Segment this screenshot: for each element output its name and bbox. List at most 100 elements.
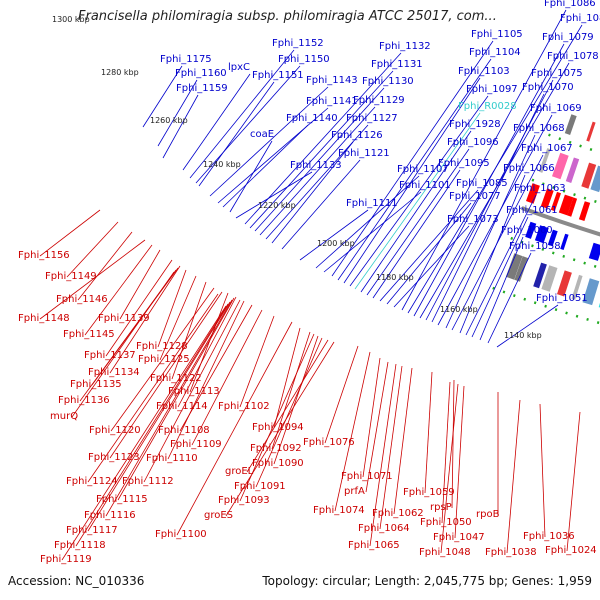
leader-line xyxy=(195,65,301,184)
leader-line xyxy=(225,341,335,517)
gene-label: Fphi_1120 xyxy=(89,425,141,436)
gene-label: Fphi_1118 xyxy=(54,540,106,551)
gene-label: Fphi_1126 xyxy=(331,130,383,141)
leader-line xyxy=(393,367,413,515)
cog-block-outer xyxy=(557,270,572,297)
gene-label: Fphi_1096 xyxy=(447,137,499,148)
leader-line xyxy=(246,339,329,473)
gene-label: Fphi_1038 xyxy=(485,547,537,558)
leader-line xyxy=(110,287,215,432)
leader-line xyxy=(142,65,183,128)
gene-label: Fphi_1128 xyxy=(136,341,188,352)
leader-line xyxy=(372,169,461,299)
leader-line xyxy=(39,239,146,320)
cog-block-outer xyxy=(514,256,529,282)
leader-line xyxy=(271,331,311,450)
gene-label: Fphi_1062 xyxy=(372,508,424,519)
leader-line xyxy=(255,337,323,488)
leader-line xyxy=(61,305,227,561)
gene-label: Fphi_1069 xyxy=(530,103,582,114)
gene-label: Fphi_1132 xyxy=(379,41,431,52)
gene-label: Fphi_1113 xyxy=(168,386,220,397)
leader-line xyxy=(117,297,235,501)
gene-label: Fphi_R0028 xyxy=(458,101,517,112)
map-title: Francisella philomiragia subsp. philomir… xyxy=(78,9,497,24)
reverse-gene-block xyxy=(567,197,578,217)
gene-label: Fphi_1135 xyxy=(70,379,122,390)
gene-label: Fphi_1065 xyxy=(348,540,400,551)
gene-label: Fphi_1114 xyxy=(156,401,208,412)
leader-line xyxy=(217,107,329,204)
forward-gene-block xyxy=(588,242,600,261)
leader-line xyxy=(171,281,207,380)
cog-block-inner xyxy=(538,148,551,173)
gene-label: Fphi_1115 xyxy=(96,494,148,505)
leader-line xyxy=(271,141,354,244)
reverse-gene-block xyxy=(558,194,574,216)
gene-label: Fphi_1108 xyxy=(158,425,210,436)
scale-tick-label: 1240 kbp xyxy=(203,160,241,169)
gene-label: Fphi_1092 xyxy=(250,443,302,454)
reverse-gene-block xyxy=(550,191,561,212)
gene-label: Fphi_1148 xyxy=(18,313,70,324)
leader-line xyxy=(109,291,223,459)
leader-line xyxy=(440,383,459,554)
leader-line xyxy=(119,249,161,320)
leader-line xyxy=(354,112,481,290)
leader-line xyxy=(539,403,546,538)
leader-line xyxy=(487,252,532,344)
leader-line xyxy=(424,371,433,494)
gene-label: Fphi_1116 xyxy=(84,510,136,521)
leader-line xyxy=(343,77,481,284)
cog-block-outer xyxy=(571,274,583,300)
reverse-gene-block xyxy=(578,201,591,221)
leader-line xyxy=(209,86,329,197)
leader-line xyxy=(254,87,385,232)
leader-line xyxy=(479,236,524,341)
scale-tick-label: 1220 kbp xyxy=(258,201,296,210)
leader-line xyxy=(71,271,175,418)
leader-line xyxy=(334,351,371,512)
gene-label: Fphi_1103 xyxy=(458,66,510,77)
scale-tick-label: 1300 kbp xyxy=(52,15,90,24)
gene-label: Fphi_1063 xyxy=(514,183,566,194)
leader-line xyxy=(281,159,361,250)
gene-label: Fphi_1124 xyxy=(66,476,118,487)
gene-label: Fphi_1151 xyxy=(252,70,304,81)
leader-line xyxy=(273,327,301,429)
leader-line xyxy=(369,363,397,547)
gene-label: Fphi_1121 xyxy=(338,148,390,159)
gene-label: Fphi_1105 xyxy=(471,29,523,40)
gene-label: Fphi_1149 xyxy=(45,271,97,282)
leader-line xyxy=(191,309,263,446)
gene-label: Fphi_1075 xyxy=(531,68,583,79)
gene-label: murQ xyxy=(50,411,78,422)
gene-label: Fphi_1127 xyxy=(346,113,398,124)
leader-line xyxy=(454,385,465,539)
gene-label: Fphi_1110 xyxy=(146,453,198,464)
reverse-gene-block xyxy=(540,188,554,209)
gene-label: Fphi_1107 xyxy=(397,164,449,175)
gene-label: Fphi_1133 xyxy=(290,160,342,171)
leader-line xyxy=(331,40,494,277)
gene-label: Fphi_1100 xyxy=(155,529,207,540)
leader-line xyxy=(366,148,470,296)
gene-label: Fphi_1036 xyxy=(523,531,575,542)
gene-label: Fphi_1066 xyxy=(503,163,555,174)
leader-line xyxy=(182,73,251,171)
gene-label: coaE xyxy=(250,129,274,140)
gene-label: Fphi_1070 xyxy=(522,82,574,93)
gene-label: Fphi_1085 xyxy=(456,178,508,189)
leader-line xyxy=(177,296,237,408)
gene-label: Fphi_1071 xyxy=(341,471,393,482)
gene-label: Fphi_1152 xyxy=(272,38,324,49)
gene-label: prfA xyxy=(344,486,365,497)
leader-line xyxy=(84,244,153,336)
gene-label: Fphi_1145 xyxy=(63,329,115,340)
leader-line xyxy=(105,299,233,517)
gene-label: Fphi_1112 xyxy=(122,476,174,487)
leader-line xyxy=(198,81,275,187)
forward-gene-block xyxy=(525,221,537,239)
gene-label: Fphi_1050 xyxy=(420,517,472,528)
